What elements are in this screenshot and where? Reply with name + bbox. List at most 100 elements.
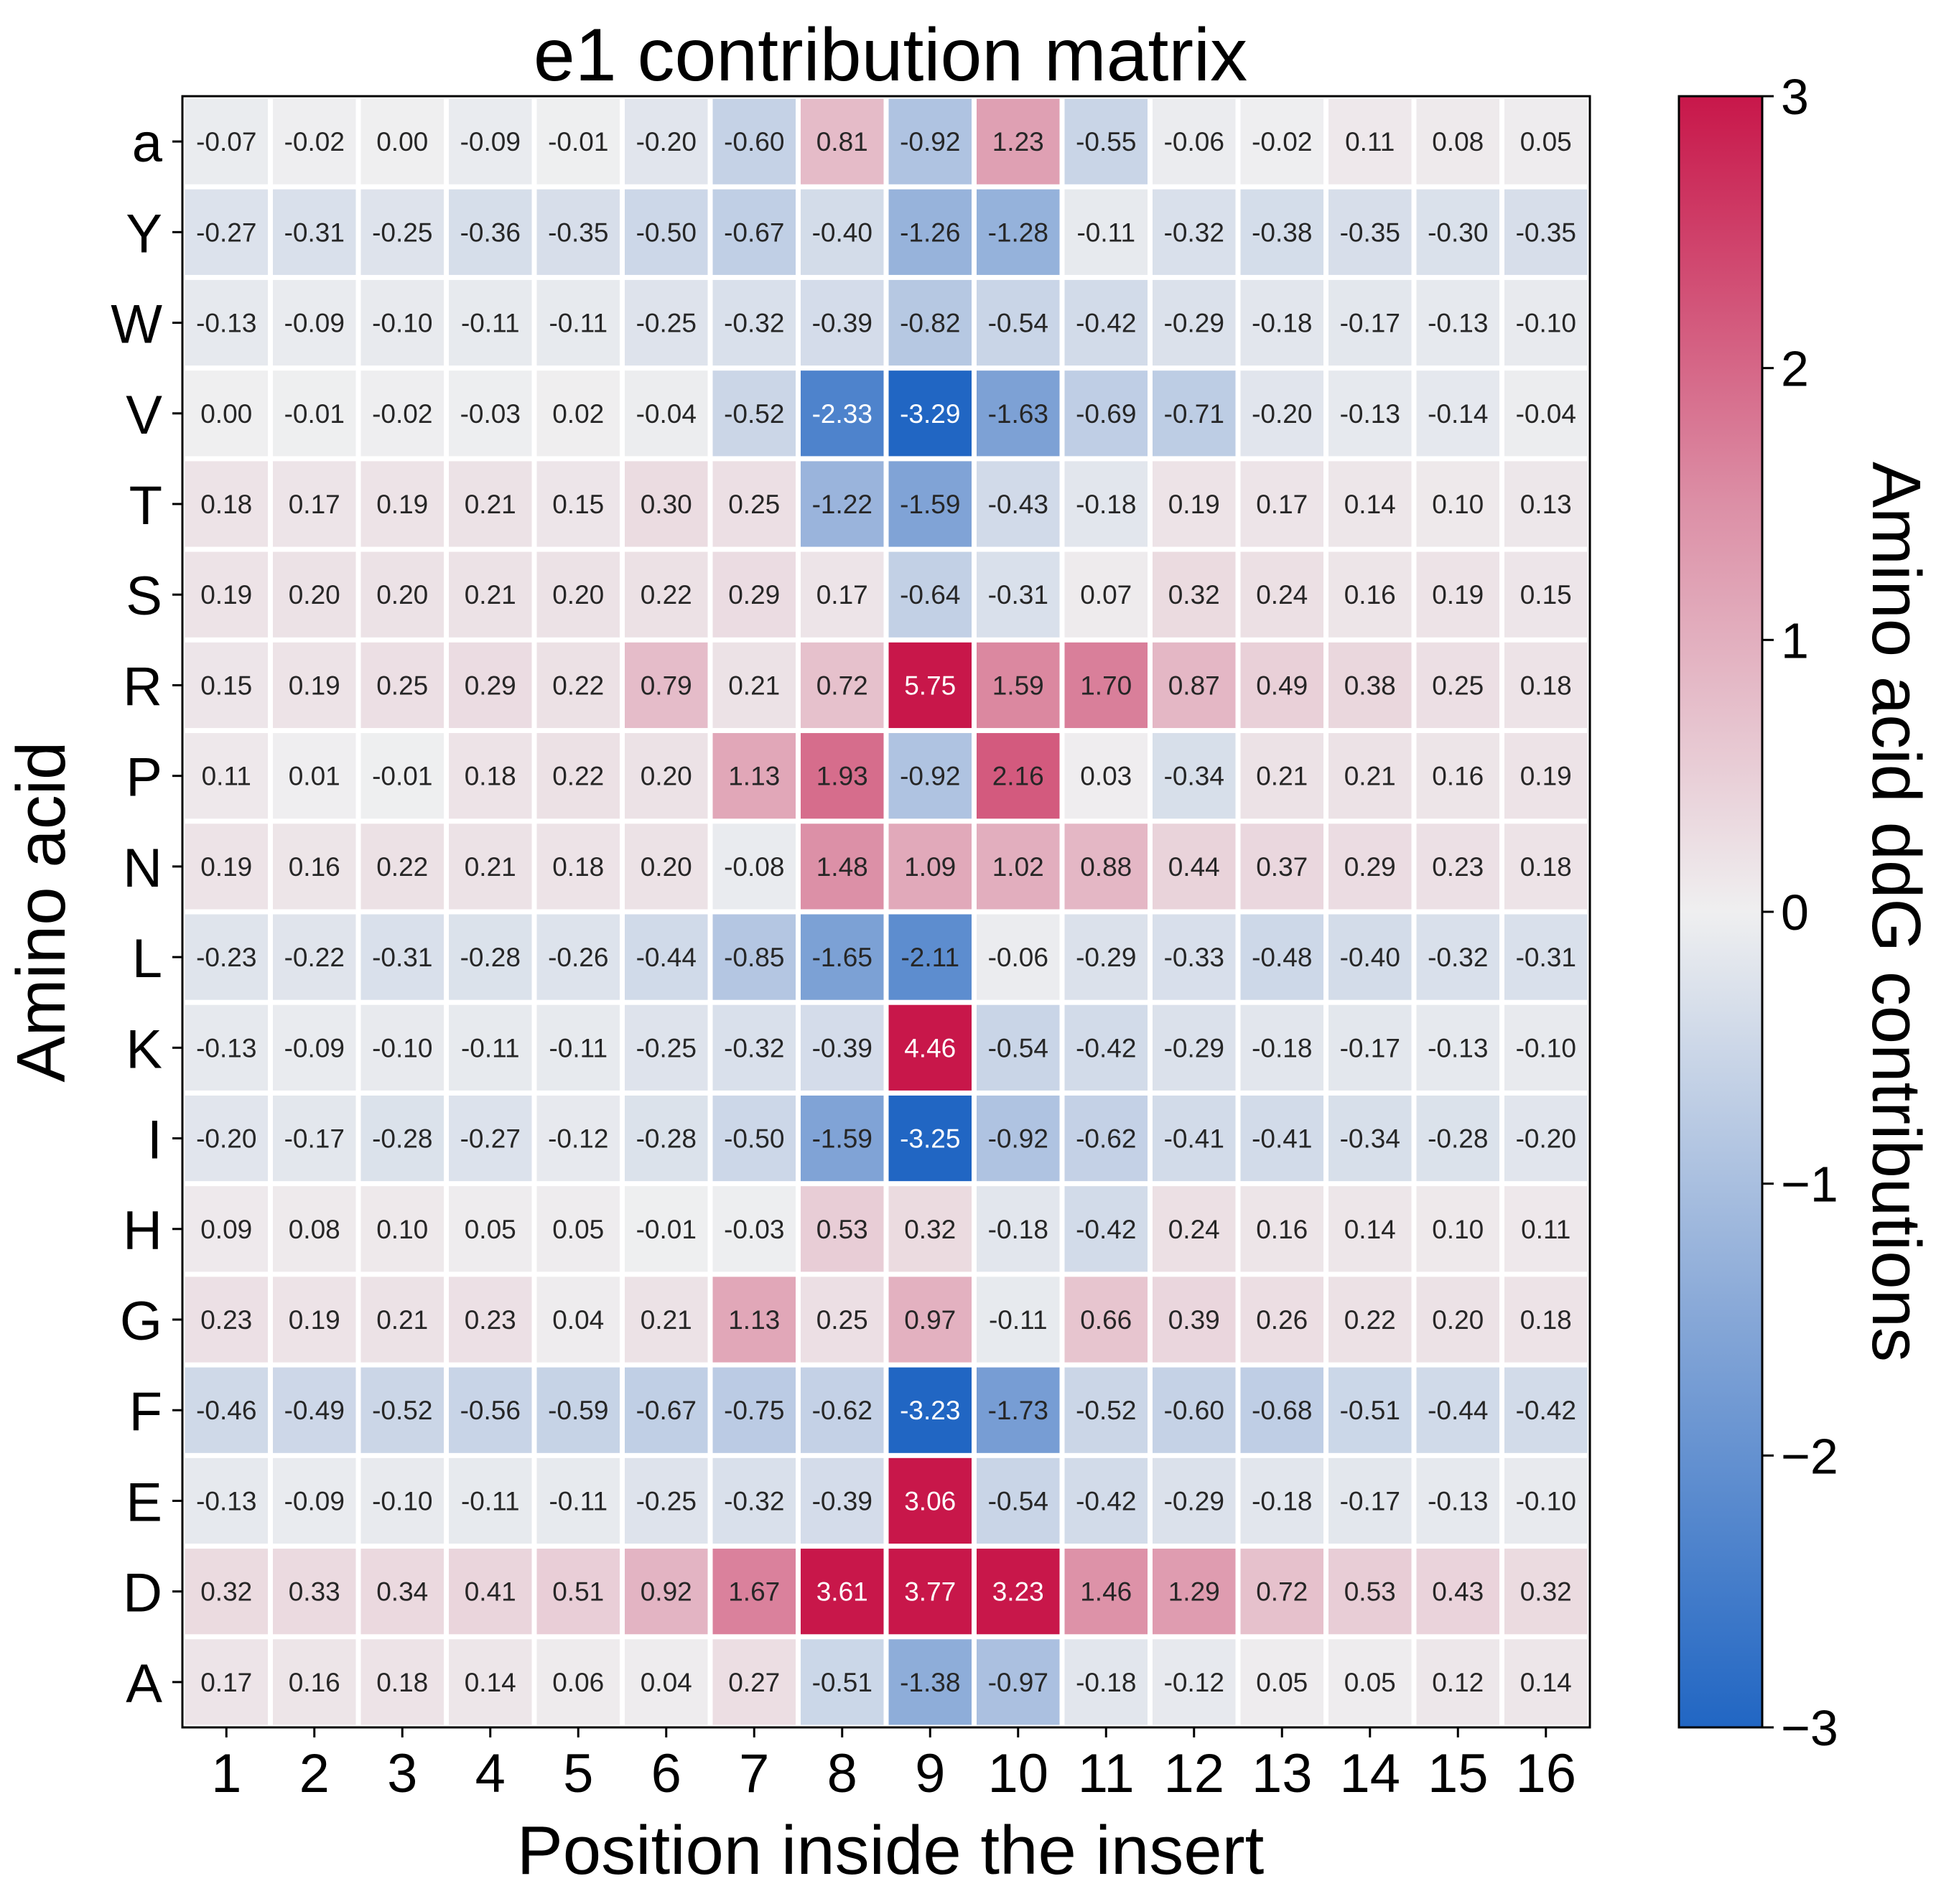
cell-value-label: -0.18 <box>1076 1668 1136 1697</box>
heatmap-cell <box>360 370 444 457</box>
cell-value-label: 0.18 <box>1520 852 1572 882</box>
heatmap-cell <box>360 823 444 910</box>
x-tick-label: 1 <box>211 1743 241 1804</box>
x-tick-label: 3 <box>387 1743 417 1804</box>
cell-value-label: 0.16 <box>1256 1215 1308 1244</box>
cell-value-label: 1.23 <box>992 127 1044 157</box>
heatmap-cell <box>1064 914 1148 1000</box>
heatmap-cell <box>536 914 620 1000</box>
heatmap-cell <box>977 733 1060 819</box>
cell-value-label: 0.87 <box>1168 671 1220 700</box>
cell-value-label: 0.14 <box>465 1668 516 1697</box>
heatmap-cell <box>801 189 884 275</box>
heatmap-cell <box>1328 1639 1412 1725</box>
cell-value-label: 0.19 <box>200 852 252 882</box>
cell-value-label: 1.09 <box>904 852 956 882</box>
cell-value-label: 0.26 <box>1256 1305 1308 1335</box>
cell-value-label: 0.21 <box>376 1305 428 1335</box>
y-tick-label: P <box>126 747 162 808</box>
cell-value-label: 0.32 <box>904 1215 956 1244</box>
cell-value-label: 0.18 <box>465 762 516 791</box>
cell-value-label: 4.46 <box>904 1033 956 1063</box>
heatmap-cell <box>1328 733 1412 819</box>
heatmap-cell <box>273 98 356 185</box>
cell-value-label: 0.22 <box>641 580 692 610</box>
colorbar-tick-label: 2 <box>1781 341 1809 397</box>
cell-value-label: -0.20 <box>1516 1124 1576 1154</box>
cell-value-label: -0.20 <box>196 1124 256 1154</box>
cell-value-label: -1.38 <box>900 1668 960 1697</box>
cell-value-label: -0.39 <box>812 1033 872 1063</box>
cell-value-label: 0.11 <box>1521 1215 1570 1244</box>
heatmap-cell <box>625 189 708 275</box>
heatmap-cell <box>1504 98 1588 185</box>
cell-value-label: 0.20 <box>1432 1305 1484 1335</box>
cell-value-label: -0.54 <box>988 1486 1048 1516</box>
cell-value-label: -0.01 <box>284 399 345 429</box>
cell-value-label: -0.18 <box>1252 1486 1312 1516</box>
heatmap-cell <box>1416 823 1499 910</box>
heatmap-cell <box>185 733 268 819</box>
cell-value-label: 0.19 <box>1520 762 1572 791</box>
cell-value-label: 0.29 <box>465 671 516 700</box>
cell-value-label: 0.14 <box>1344 490 1396 519</box>
heatmap-cell <box>273 551 356 638</box>
cell-value-label: 0.25 <box>728 490 780 519</box>
heatmap-cell <box>1416 370 1499 457</box>
heatmap-cell <box>360 1004 444 1091</box>
x-tick-label: 4 <box>475 1743 506 1804</box>
cell-value-label: -0.52 <box>1076 1396 1136 1425</box>
heatmap-cell <box>360 1639 444 1725</box>
cell-value-label: -0.10 <box>372 1486 432 1516</box>
heatmap-cell <box>888 279 972 366</box>
heatmap-cell <box>273 1457 356 1544</box>
cell-value-label: 0.53 <box>1344 1577 1396 1607</box>
x-tick-label: 6 <box>651 1743 681 1804</box>
cell-value-label: 0.05 <box>1520 127 1572 157</box>
heatmap-cell <box>625 98 708 185</box>
cell-value-label: -0.01 <box>548 127 608 157</box>
heatmap-cell <box>1504 370 1588 457</box>
cell-value-label: -0.85 <box>724 943 784 972</box>
heatmap-cell <box>536 1367 620 1453</box>
heatmap-cell <box>1064 1457 1148 1544</box>
cell-value-label: 0.04 <box>641 1668 692 1697</box>
heatmap-cell <box>801 1095 884 1182</box>
heatmap-cell <box>977 1277 1060 1363</box>
heatmap-cell <box>360 1186 444 1272</box>
heatmap-cell <box>449 733 532 819</box>
heatmap-cell <box>1504 642 1588 729</box>
heatmap-cell <box>1240 1277 1323 1363</box>
cell-value-label: -0.52 <box>724 399 784 429</box>
cell-value-label: 0.05 <box>465 1215 516 1244</box>
heatmap-cell <box>1064 642 1148 729</box>
cell-value-label: 0.34 <box>376 1577 428 1607</box>
cell-value-label: -0.46 <box>196 1396 256 1425</box>
heatmap-cell <box>536 1639 620 1725</box>
heatmap-cell <box>360 189 444 275</box>
heatmap-cell <box>1240 279 1323 366</box>
heatmap-cell <box>1240 733 1323 819</box>
heatmap-cell <box>449 279 532 366</box>
cell-value-label: -0.29 <box>1164 1033 1224 1063</box>
cell-value-label: 0.22 <box>552 671 604 700</box>
heatmap-cell <box>712 370 796 457</box>
heatmap-cell <box>801 823 884 910</box>
cell-value-label: -0.06 <box>988 943 1048 972</box>
heatmap-cell <box>273 461 356 547</box>
cell-value-label: -0.36 <box>460 218 521 247</box>
heatmap-cell <box>449 370 532 457</box>
heatmap-cell <box>801 461 884 547</box>
cell-value-label: 0.72 <box>1256 1577 1308 1607</box>
heatmap-cell <box>360 1277 444 1363</box>
cell-value-label: 0.21 <box>465 580 516 610</box>
heatmap-cell <box>712 1095 796 1182</box>
cell-value-label: 0.18 <box>552 852 604 882</box>
heatmap-cell <box>185 1004 268 1091</box>
heatmap-cell <box>185 370 268 457</box>
heatmap-cell <box>625 1549 708 1635</box>
heatmap-cell <box>1153 279 1236 366</box>
cell-value-label: 0.43 <box>1432 1577 1484 1607</box>
heatmap-cell <box>801 914 884 1000</box>
cell-value-label: -0.59 <box>548 1396 608 1425</box>
